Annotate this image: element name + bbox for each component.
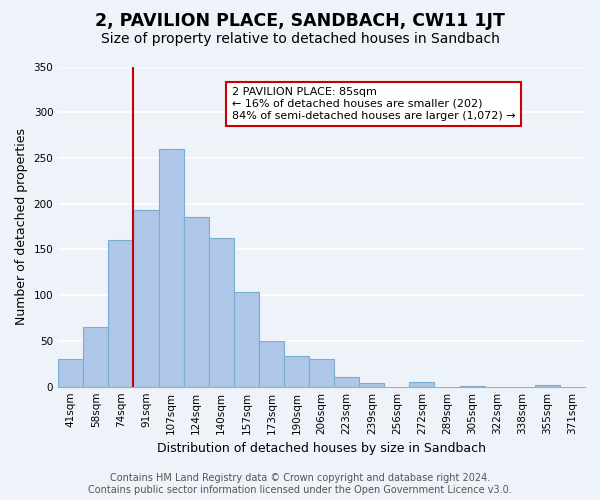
Bar <box>359 383 385 386</box>
Bar <box>133 210 158 386</box>
Bar <box>409 382 434 386</box>
Text: Size of property relative to detached houses in Sandbach: Size of property relative to detached ho… <box>101 32 499 46</box>
Bar <box>184 218 209 386</box>
Y-axis label: Number of detached properties: Number of detached properties <box>15 128 28 325</box>
Bar <box>334 376 359 386</box>
Bar <box>109 240 133 386</box>
Text: 2 PAVILION PLACE: 85sqm
← 16% of detached houses are smaller (202)
84% of semi-d: 2 PAVILION PLACE: 85sqm ← 16% of detache… <box>232 88 515 120</box>
Bar <box>209 238 234 386</box>
Bar <box>234 292 259 386</box>
Bar <box>158 149 184 386</box>
Bar <box>309 359 334 386</box>
Bar <box>58 359 83 386</box>
Text: 2, PAVILION PLACE, SANDBACH, CW11 1JT: 2, PAVILION PLACE, SANDBACH, CW11 1JT <box>95 12 505 30</box>
Bar <box>259 341 284 386</box>
Bar <box>284 356 309 386</box>
X-axis label: Distribution of detached houses by size in Sandbach: Distribution of detached houses by size … <box>157 442 486 455</box>
Bar <box>83 327 109 386</box>
Bar <box>535 385 560 386</box>
Text: Contains HM Land Registry data © Crown copyright and database right 2024.
Contai: Contains HM Land Registry data © Crown c… <box>88 474 512 495</box>
